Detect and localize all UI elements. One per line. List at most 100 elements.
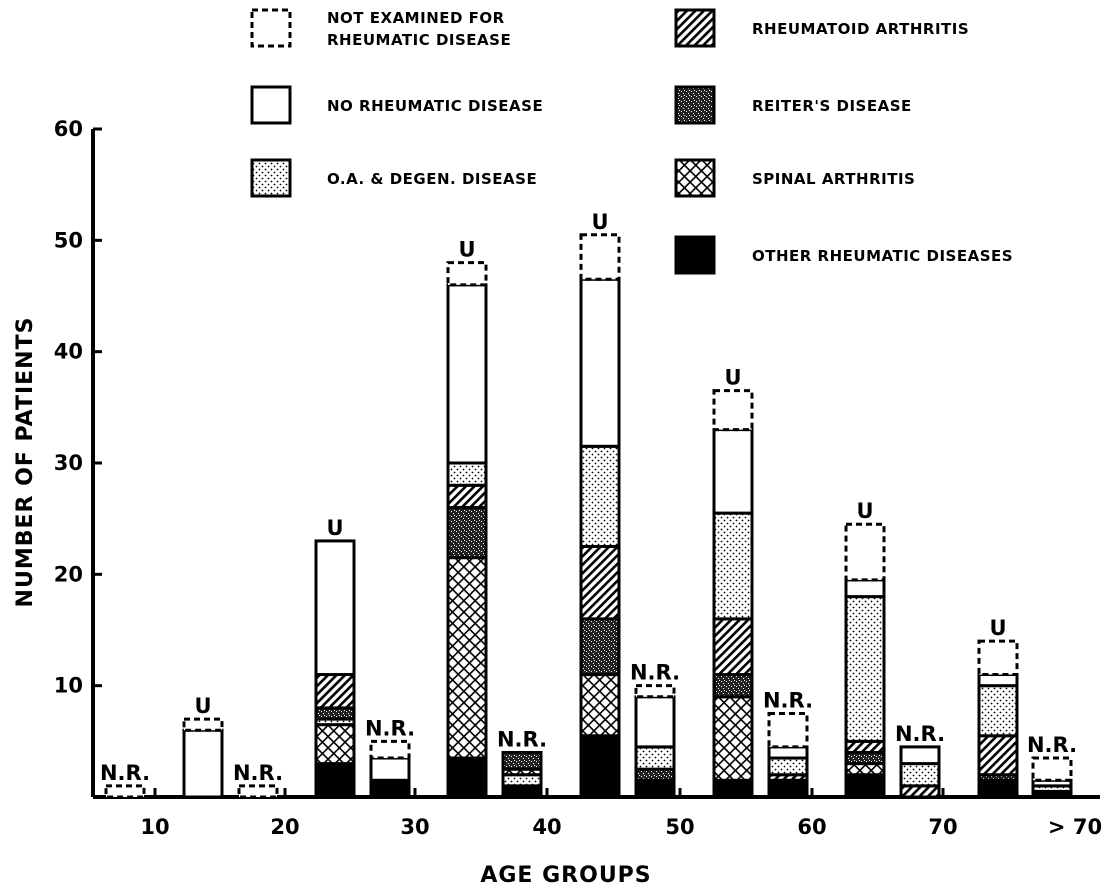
bar-segment-not_examined: [1031, 756, 1073, 782]
bar-segment-none: [712, 428, 754, 515]
x-tick-label: 40: [532, 815, 561, 839]
bar-segment-spinal: [446, 556, 488, 760]
x-tick-label: 20: [270, 815, 299, 839]
bar-cap-label: U: [458, 238, 475, 262]
bar-segment-not_examined: [977, 639, 1019, 677]
bar-cap-label: U: [194, 694, 211, 718]
bar-20-29-u: U: [314, 516, 356, 799]
bar-segment-none: [182, 728, 224, 799]
legend-label: RHEUMATOID ARTHRITIS: [752, 20, 969, 38]
x-tick-label: 30: [400, 815, 429, 839]
bar-segment-oa: [844, 595, 886, 743]
bar-segment-not_examined: [712, 389, 754, 432]
x-tick-label: > 70: [1048, 815, 1102, 839]
bar-segment-oa: [579, 444, 621, 548]
bar-segment-ra: [844, 739, 886, 754]
bar-segment-reiter: [446, 506, 488, 560]
bar-cap-label: U: [591, 210, 608, 234]
bar-segment-reiter: [314, 706, 356, 721]
bar-segment-none: [314, 539, 356, 677]
bar-segment-oa: [977, 684, 1019, 738]
bar-70-79-u: U: [977, 616, 1019, 799]
bar-segment-ra: [899, 784, 941, 799]
bar-segment-oa: [634, 745, 676, 771]
legend-item-spinal: SPINAL ARTHRITIS: [674, 158, 915, 198]
bar-segment-ra: [977, 734, 1019, 777]
bar-segment-other: [844, 773, 886, 799]
bar-segment-other: [977, 778, 1019, 799]
y-tick-label: 40: [54, 340, 83, 364]
bar-segment-not_examined: [634, 684, 676, 699]
bar-segment-none: [844, 578, 886, 599]
bar-segment-spinal: [314, 723, 356, 766]
bar-cap-label: U: [724, 366, 741, 390]
legend-swatch: [674, 85, 716, 125]
bar-10-19-u: U: [182, 694, 224, 799]
x-tick-label: 50: [665, 815, 694, 839]
legend-swatch: [250, 158, 292, 198]
bar-cap-label: U: [326, 516, 343, 540]
bar-segment-reiter: [501, 750, 543, 771]
bar-segment-ra: [579, 545, 621, 621]
bar-segment-not_examined: [446, 261, 488, 287]
bar-segment-none: [579, 277, 621, 448]
bar-60-69-nr: N.R.: [895, 722, 945, 799]
legend-swatch: [674, 8, 716, 48]
bar-segment-ra: [446, 483, 488, 510]
bar-segment-spinal: [712, 695, 754, 782]
legend-swatch: [674, 235, 716, 275]
bar-40-49-u: U: [579, 210, 621, 799]
legend: NOT EXAMINED FOR RHEUMATIC DISEASE NO RHEU…: [250, 8, 1013, 275]
bar-cap-label: N.R.: [365, 716, 415, 740]
bar-cap-label: N.R.: [233, 761, 283, 785]
bar-50-59-nr: N.R.: [763, 689, 813, 799]
legend-label: O.A. & DEGEN. DISEASE: [327, 170, 537, 188]
y-tick-label: 50: [54, 228, 83, 252]
x-tick-label: 10: [140, 815, 169, 839]
bar-segment-other: [314, 762, 356, 799]
bar-cap-label: N.R.: [895, 722, 945, 746]
legend-label: NO RHEUMATIC DISEASE: [327, 97, 543, 115]
bar-segment-oa: [767, 756, 809, 777]
bar-cap-label: N.R.: [100, 761, 150, 785]
bar-segment-not_examined: [182, 717, 224, 732]
bar-50-59-u: U: [712, 366, 754, 799]
bar-10-19-nr: N.R.: [233, 761, 283, 799]
bar-segment-not_examined: [369, 739, 411, 760]
legend-item-ra: RHEUMATOID ARTHRITIS: [674, 8, 969, 48]
bar-segment-oa: [446, 461, 488, 487]
bar-segment-none: [899, 745, 941, 766]
bar-segment-not_examined: [104, 784, 146, 799]
y-tick-label: 30: [54, 451, 83, 475]
bar-segment-none: [446, 283, 488, 465]
bar-segment-not_examined: [844, 522, 886, 582]
bar-30-39-nr: N.R.: [497, 727, 547, 799]
legend-swatch: [250, 85, 292, 125]
legend-label: RHEUMATIC DISEASE: [327, 31, 511, 49]
legend-item-oa: O.A. & DEGEN. DISEASE: [250, 158, 537, 198]
bar-cap-label: N.R.: [497, 727, 547, 751]
bar-segment-reiter: [634, 767, 676, 782]
bar-segment-not_examined: [237, 784, 279, 799]
bar-30-39-u: U: [446, 238, 488, 799]
bar-<10-nr: N.R.: [100, 761, 150, 799]
legend-label: OTHER RHEUMATIC DISEASES: [752, 247, 1013, 265]
legend-item-not_examined: NOT EXAMINED FOR RHEUMATIC DISEASE: [250, 8, 511, 49]
y-tick-label: 10: [54, 674, 83, 698]
bar-cap-label: N.R.: [630, 661, 680, 685]
bar-segment-other: [712, 778, 754, 799]
bar->70-nr: N.R.: [1027, 733, 1077, 799]
bar-segment-none: [977, 673, 1019, 688]
legend-label: SPINAL ARTHRITIS: [752, 170, 915, 188]
bar-cap-label: N.R.: [763, 689, 813, 713]
bar-segment-reiter: [579, 617, 621, 677]
bar-segment-reiter: [712, 673, 754, 699]
bars: N.R. U N.R. U N.R. U N.R. U N.R. U N.R. U N.R. U N.R.: [100, 210, 1077, 799]
bar-segment-ra: [314, 673, 356, 710]
bar-segment-spinal: [844, 762, 886, 777]
bar-20-29-nr: N.R.: [365, 716, 415, 799]
bar-segment-other: [579, 734, 621, 799]
x-tick-label: 60: [797, 815, 826, 839]
bar-segment-ra: [712, 617, 754, 677]
